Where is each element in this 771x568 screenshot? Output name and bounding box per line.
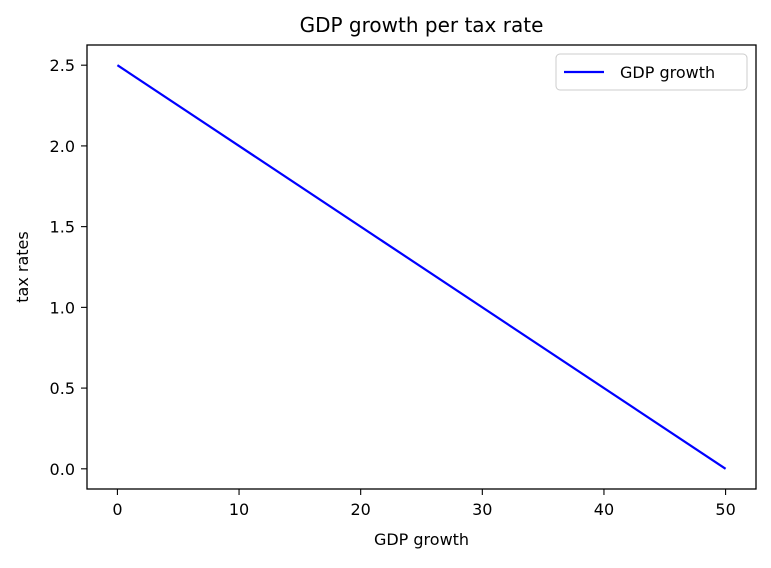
x-tick-label: 30	[472, 500, 492, 519]
y-tick-label: 1.5	[50, 218, 75, 237]
y-axis-ticks: 0.0 0.5 1.0 1.5 2.0 2.5	[50, 56, 87, 479]
y-tick-label: 2.0	[50, 137, 75, 156]
y-tick-label: 2.5	[50, 56, 75, 75]
x-tick-label: 0	[112, 500, 122, 519]
x-axis-ticks: 0 10 20 30 40 50	[112, 489, 736, 519]
legend: GDP growth	[555, 53, 748, 91]
y-tick-label: 1.0	[50, 298, 75, 317]
y-axis-label: tax rates	[13, 231, 32, 302]
chart-title: GDP growth per tax rate	[300, 13, 544, 37]
x-tick-label: 20	[351, 500, 371, 519]
x-tick-label: 50	[715, 500, 735, 519]
legend-box	[555, 53, 748, 91]
legend-label-gdp-growth: GDP growth	[620, 63, 715, 82]
y-tick-label: 0.0	[50, 460, 75, 479]
x-tick-label: 40	[594, 500, 614, 519]
x-axis-label: GDP growth	[374, 530, 469, 549]
plot-area-frame	[86, 44, 757, 490]
y-tick-label: 0.5	[50, 379, 75, 398]
series-line-gdp-growth	[116, 64, 727, 470]
x-tick-label: 10	[229, 500, 249, 519]
series-layer	[116, 64, 727, 470]
